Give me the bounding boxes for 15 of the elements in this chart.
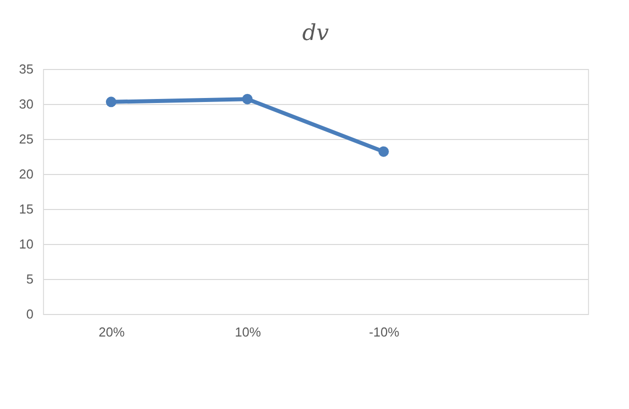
x-tick-label: -10% xyxy=(368,324,400,340)
y-tick-label: 20 xyxy=(19,166,34,182)
point xyxy=(242,94,253,104)
chart-title: dv xyxy=(302,21,330,46)
x-tick-label: 10% xyxy=(234,324,262,340)
point xyxy=(106,96,116,108)
y-tick-label: 25 xyxy=(19,132,34,146)
y-tick-label: 15 xyxy=(19,202,34,216)
y-tick-label: 0 xyxy=(26,306,34,322)
point xyxy=(378,146,389,157)
y-tick-label: 30 xyxy=(19,96,34,112)
y-tick-label: 10 xyxy=(19,236,34,252)
y-tick-label: 5 xyxy=(26,272,34,286)
x-tick-label: 20% xyxy=(98,324,126,340)
y-tick-label: 35 xyxy=(19,62,34,76)
